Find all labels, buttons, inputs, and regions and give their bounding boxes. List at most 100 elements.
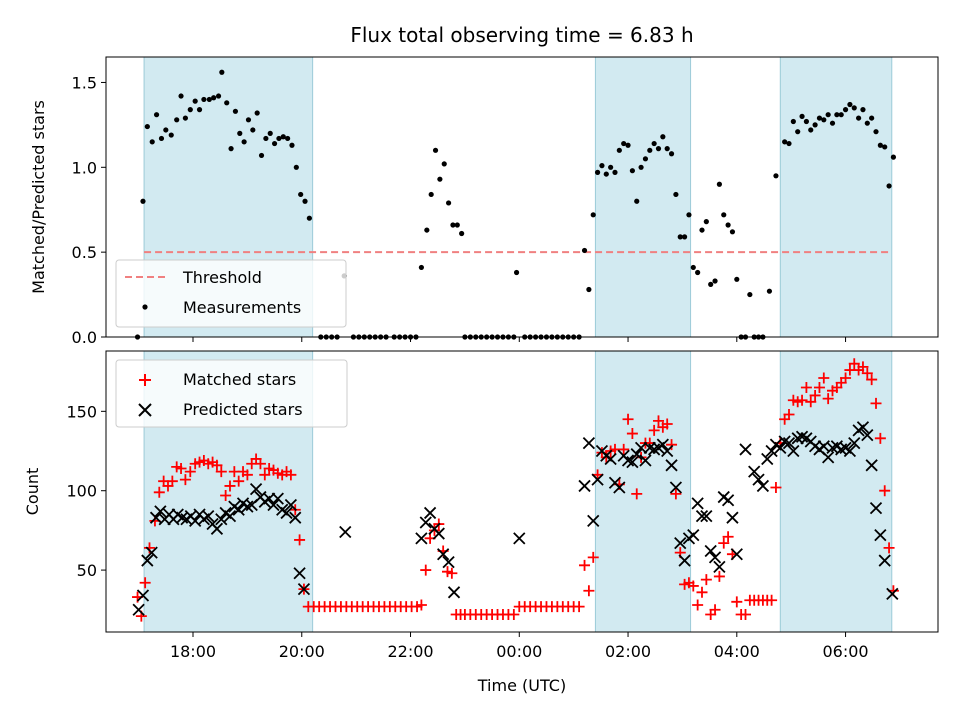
- measurement-point: [660, 134, 666, 140]
- matched-star-point: [805, 396, 817, 408]
- predicted-star-point: [756, 479, 770, 493]
- measurement-point: [258, 152, 265, 159]
- matched-star-point: [670, 488, 682, 500]
- matched-star-point: [415, 599, 427, 611]
- predicted-star-point: [289, 511, 302, 524]
- predicted-star-point: [730, 548, 743, 561]
- matched-star-point: [866, 374, 878, 386]
- x-tick-label: 04:00: [714, 642, 760, 661]
- measurement-point: [182, 115, 188, 121]
- matched-star-point: [783, 409, 795, 421]
- measurement-point: [803, 118, 810, 125]
- bottom-panel: 50 100 150 18:00 20:00 22:00 00:00 02:00 04:00 0…: [23, 350, 939, 695]
- measurement-point: [149, 139, 155, 145]
- predicted-star-point: [713, 560, 726, 574]
- measurement-point: [263, 135, 269, 142]
- bottom-legend-box: [115, 359, 348, 428]
- matched-star-point: [254, 458, 266, 470]
- measurement-point: [306, 215, 312, 221]
- predicted-star-point: [297, 582, 311, 596]
- measurement-point: [219, 69, 225, 75]
- predicted-star-point: [886, 587, 899, 601]
- measurement-point: [708, 281, 714, 287]
- predicted-star-point: [513, 532, 526, 545]
- measurement-point: [196, 107, 203, 113]
- measurement-point: [690, 264, 696, 271]
- measurement-point: [673, 191, 679, 198]
- x-tick-label: 18:00: [170, 642, 216, 661]
- measurement-point: [877, 142, 883, 148]
- measurement-point: [681, 234, 688, 240]
- measurement-point: [158, 135, 165, 142]
- matched-star-point: [241, 469, 253, 481]
- measurement-point: [178, 93, 184, 99]
- predicted-star-point: [210, 522, 224, 535]
- matched-star-point: [813, 382, 825, 394]
- measurement-point: [812, 122, 818, 128]
- predicted-star-point: [626, 455, 639, 469]
- measurement-point: [638, 164, 644, 170]
- predicted-star-point: [861, 429, 874, 442]
- measurement-point: [847, 101, 853, 108]
- predicted-star-point: [415, 532, 428, 545]
- predicted-star-point: [639, 454, 652, 467]
- measurement-point: [276, 135, 282, 142]
- matched-star-point: [883, 542, 895, 554]
- predicted-star-point: [739, 443, 752, 456]
- predicted-star-point: [136, 589, 150, 602]
- measurement-point: [695, 269, 701, 276]
- matched-star-point: [618, 443, 630, 455]
- measurement-point: [424, 227, 430, 233]
- top-y-ticks: 0.0 0.5 1.0 1.5: [72, 73, 106, 347]
- matched-star-point: [800, 382, 812, 394]
- matched-star-point: [666, 439, 678, 451]
- predicted-star-point: [223, 509, 237, 523]
- measurement-point: [454, 222, 460, 228]
- measurement-point: [608, 164, 614, 170]
- measurement-point: [716, 181, 722, 187]
- predicted-star-point: [284, 498, 298, 512]
- matched-star-point: [166, 475, 178, 487]
- y-tick-label: 50: [77, 561, 97, 580]
- predicted-star-point: [848, 436, 861, 450]
- measurement-point: [890, 154, 897, 160]
- matched-star-point: [722, 531, 734, 543]
- matched-star-point: [818, 372, 830, 384]
- matched-star-point: [573, 601, 585, 613]
- matched-star-point: [713, 570, 725, 582]
- measurement-point: [886, 183, 892, 189]
- measurement-point: [747, 291, 753, 298]
- matched-star-point: [770, 482, 782, 494]
- predicted-star-point: [674, 536, 687, 550]
- measurement-point: [634, 198, 640, 204]
- matched-star-point: [700, 574, 712, 586]
- measurement-point: [206, 96, 212, 103]
- legend-measurements-label: Measurements: [183, 298, 301, 317]
- measurement-point: [664, 146, 670, 152]
- matched-star-point: [446, 567, 458, 579]
- legend-predicted-label: Predicted stars: [183, 400, 303, 419]
- measurement-point: [838, 112, 844, 118]
- predicted-star-point: [442, 556, 455, 569]
- matched-star-point: [692, 599, 704, 611]
- predicted-star-point: [202, 509, 215, 523]
- predicted-star-point: [878, 554, 891, 567]
- measurement-point: [163, 127, 169, 133]
- predicted-star-point: [822, 451, 835, 464]
- matched-star-point: [285, 469, 297, 481]
- matched-star-point: [652, 415, 664, 427]
- measurement-point: [616, 147, 622, 153]
- measurement-point: [237, 130, 243, 136]
- matched-star-point: [224, 480, 236, 492]
- measurement-point: [298, 191, 304, 198]
- predicted-star-point: [154, 505, 167, 518]
- predicted-star-point: [661, 444, 674, 458]
- measurement-point: [245, 117, 252, 123]
- measurement-point: [192, 98, 198, 104]
- matched-star-point: [622, 413, 634, 425]
- predicted-star-points: [132, 421, 899, 616]
- bottom-legend: Matched stars Predicted stars: [115, 359, 348, 428]
- predicted-star-point: [613, 481, 626, 494]
- top-panel: 0.0 0.5 1.0 1.5 Matched/Predicted stars Thr…: [29, 56, 939, 347]
- predicted-star-point: [232, 503, 245, 516]
